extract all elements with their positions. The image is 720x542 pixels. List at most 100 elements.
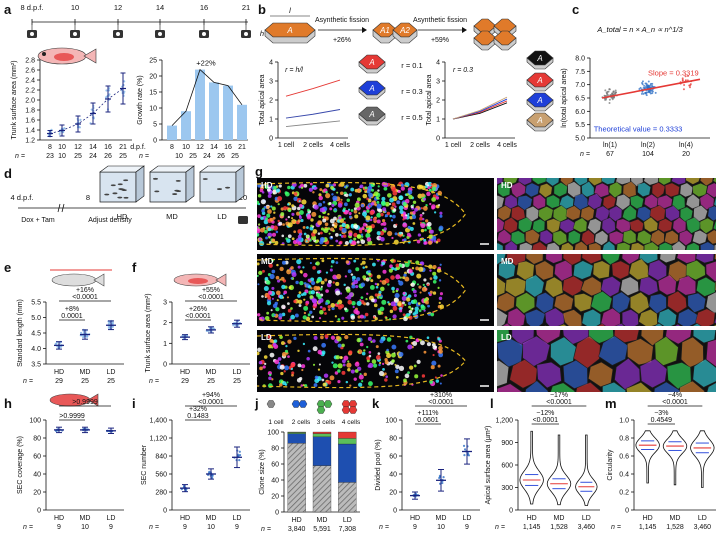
b-right-ylabel: Total apical area [426,74,433,125]
cell-dot [257,214,261,218]
cell-dot [438,301,441,305]
cell-dot [365,297,368,301]
cell-dot [420,228,425,233]
cell-dot [297,299,303,305]
cell-dot [275,230,279,234]
cell-dot [291,204,295,208]
cell-dot [348,215,352,219]
i-n-label: 9 [235,524,239,531]
cell-dot [359,314,364,319]
cell-dot [427,291,431,295]
cell-dot [392,314,397,319]
cell-dot [271,232,277,237]
cell-dot [343,202,348,207]
cell-dot [280,212,285,217]
b-fission-label-1: Asynthetic fission [315,17,369,24]
b-right-legend-cell: A [526,50,554,70]
e-point [79,331,83,335]
cell-dot [390,301,396,307]
cell-dot [400,183,404,187]
cell-dot [376,274,381,279]
cell-dot [360,204,365,208]
cell-dot [365,233,371,239]
cell-dot [392,290,395,293]
e-xtick-label: LD [107,369,116,376]
cell-dot [424,241,428,245]
cell-dot [303,183,308,188]
k-xtick-label: HD [410,515,420,522]
cell-dot [260,199,266,205]
j-ytick-label: 40 [271,478,279,485]
h-xtick-label: LD [107,515,116,522]
a-left-ytick-label: 1.8 [25,108,35,115]
b-mid-xtick-label: 4 cells [330,142,350,149]
c-n-label: 67 [606,151,614,158]
m-stat-p: <0.0001 [662,399,688,406]
cell-dot [435,196,440,200]
cell-dot [338,241,342,245]
cell-dot [303,305,309,311]
b-mid-legend-cell: A [358,54,386,74]
cell-dot [261,295,264,298]
a-right-xtick-label: 12 [196,144,204,151]
b-mid-series-line [285,109,341,119]
cell-dot [373,303,378,308]
b-mid-legend-cell: A [358,80,386,100]
k-point [463,454,466,457]
e-stat-pct: +16% [76,287,94,294]
l-stat-p: <0.0001 [546,399,572,406]
a-right-n-label: 10 [175,153,183,160]
c-ytick-label: 7.5 [575,69,585,76]
h-ytick-label: 0 [37,508,41,515]
cell-dot [390,219,394,222]
cell-dot [344,193,349,198]
cell-dot [366,271,369,274]
k-point [442,476,445,479]
e-ytick-label: 3.5 [31,362,41,369]
cell-dot [397,302,402,307]
c-point [654,91,657,94]
cell-dot [368,276,372,280]
l-ytick-label: 300 [501,485,513,492]
c-n-prefix: n = [580,151,590,158]
cell-dot [262,269,265,273]
cell-dot [302,315,307,320]
e-stat-p: 0.0001 [61,313,83,320]
cell-dot [391,186,397,192]
cell-dot [287,234,292,239]
camera-lens [244,32,248,36]
cell-dot [271,297,274,300]
i-ytick-label: 840 [155,454,167,461]
h-ytick-label: 20 [33,490,41,497]
h-ytick-label: 100 [29,418,41,425]
e-stat-p: <0.0001 [72,294,98,301]
b-mid-legend-cell-label: A [368,110,374,119]
c-ytick-label: 5.5 [575,122,585,129]
cell-dot [300,186,304,189]
i-ylabel: SEC number [141,444,148,485]
f-ytick-label: 1 [163,341,167,348]
cell-dot [406,232,411,237]
cell-dot [366,209,370,213]
cell-dot [288,209,292,213]
c-ytick-label: 6.0 [575,109,585,116]
cell-dot [268,290,273,295]
fish-tail-icon [215,273,227,287]
cell-dot [389,214,392,218]
cell-dot [420,193,425,198]
b-right-annotation: r = 0.3 [453,67,473,74]
c-point [645,94,648,97]
cell-dot [267,232,273,238]
cell-dot [305,303,309,306]
cell-dot [347,299,353,305]
j-xtick-label: HD [292,517,302,524]
d-fish [202,178,208,180]
cell-dot [318,202,323,207]
cell-dot [343,217,346,220]
c-point [606,90,609,93]
cell-dot [429,290,433,294]
j-bar-segment [338,431,357,439]
cell-dot [377,185,380,188]
cell-dot [303,272,308,278]
camera-lens [30,32,34,36]
